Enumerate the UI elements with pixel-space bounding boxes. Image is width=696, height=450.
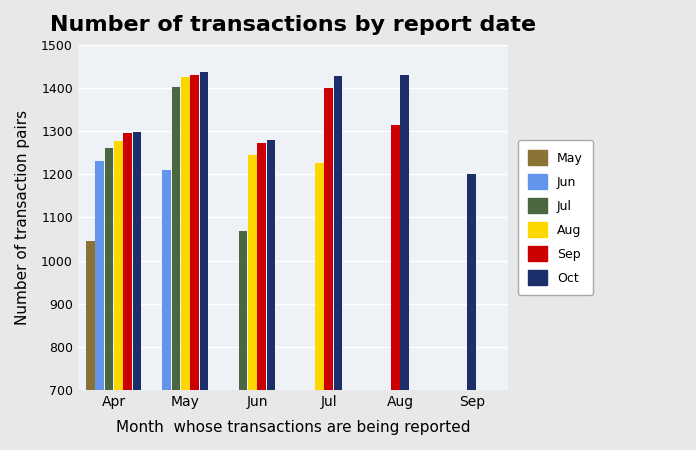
Bar [468, 174, 476, 450]
Y-axis label: Number of transaction pairs: Number of transaction pairs [15, 110, 30, 325]
Bar [239, 231, 247, 450]
Bar [123, 133, 132, 450]
Bar [333, 76, 342, 450]
Bar [162, 170, 171, 450]
Title: Number of transactions by report date: Number of transactions by report date [49, 15, 536, 35]
Legend: May, Jun, Jul, Aug, Sep, Oct: May, Jun, Jul, Aug, Sep, Oct [519, 140, 593, 295]
Bar [190, 75, 199, 450]
Bar [114, 141, 122, 450]
Bar [315, 162, 324, 450]
Bar [324, 88, 333, 450]
Bar [400, 75, 409, 450]
Bar [258, 143, 266, 450]
Bar [172, 87, 180, 450]
Bar [104, 148, 113, 450]
Bar [95, 161, 104, 450]
Bar [86, 241, 95, 450]
Bar [181, 77, 190, 450]
X-axis label: Month  whose transactions are being reported: Month whose transactions are being repor… [116, 420, 470, 435]
Bar [267, 140, 276, 450]
Bar [391, 125, 400, 450]
Bar [132, 132, 141, 450]
Bar [200, 72, 208, 450]
Bar [248, 155, 257, 450]
